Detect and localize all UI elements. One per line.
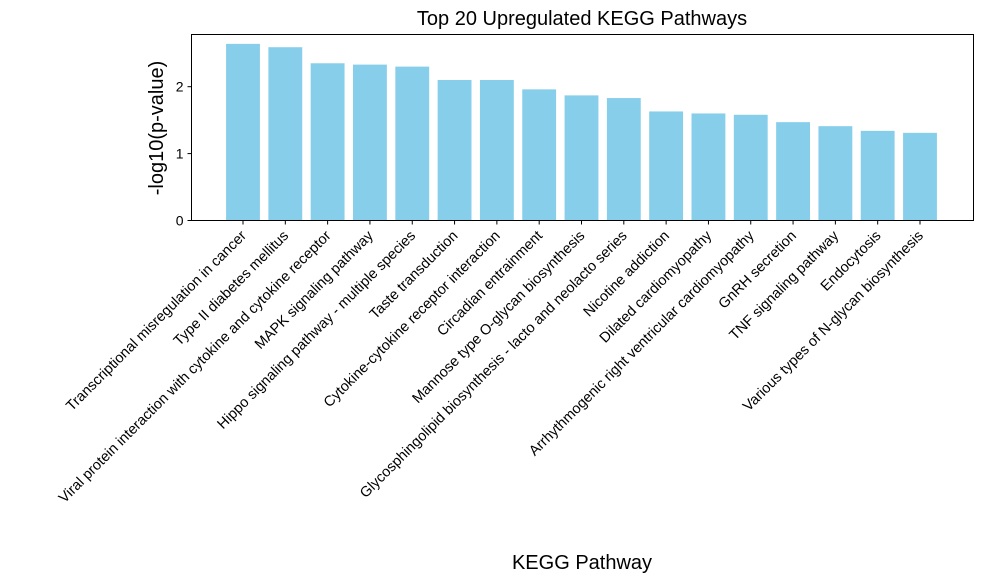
y-axis-label: -log10(p-value) — [146, 61, 168, 196]
x-tick-label: Hippo signaling pathway - multiple speci… — [215, 228, 420, 433]
bar-11 — [649, 111, 684, 221]
x-axis-label: KEGG Pathway — [512, 552, 652, 574]
bars-group — [226, 43, 937, 221]
chart-title: Top 20 Upregulated KEGG Pathways — [417, 8, 747, 30]
y-tick-label: 2 — [176, 79, 184, 95]
bar-7 — [479, 79, 514, 221]
bar-16 — [860, 130, 895, 221]
bar-17 — [903, 132, 937, 221]
bar-13 — [733, 114, 768, 221]
bar-1 — [226, 43, 260, 221]
bar-3 — [310, 63, 345, 221]
y-axis: 0 1 2 — [176, 79, 192, 229]
x-tick-label: Viral protein interaction with cytokine … — [56, 228, 335, 507]
x-tick-label: Transcriptional misregulation in cancer — [63, 228, 250, 415]
x-axis: Transcriptional misregulation in cancerT… — [56, 220, 927, 507]
y-tick-label: 1 — [176, 146, 184, 162]
y-tick-label: 0 — [176, 213, 184, 229]
bar-6 — [437, 79, 472, 221]
bar-15 — [818, 126, 853, 221]
bar-2 — [268, 47, 303, 221]
bar-12 — [691, 113, 726, 221]
plot-area-frame — [191, 34, 974, 221]
bar-4 — [353, 64, 387, 221]
bar-5 — [395, 66, 430, 221]
bar-14 — [776, 122, 810, 221]
bar-9 — [564, 95, 599, 221]
x-tick-label: GnRH secretion — [716, 228, 800, 312]
bar-8 — [522, 89, 557, 221]
bar-10 — [606, 98, 641, 221]
